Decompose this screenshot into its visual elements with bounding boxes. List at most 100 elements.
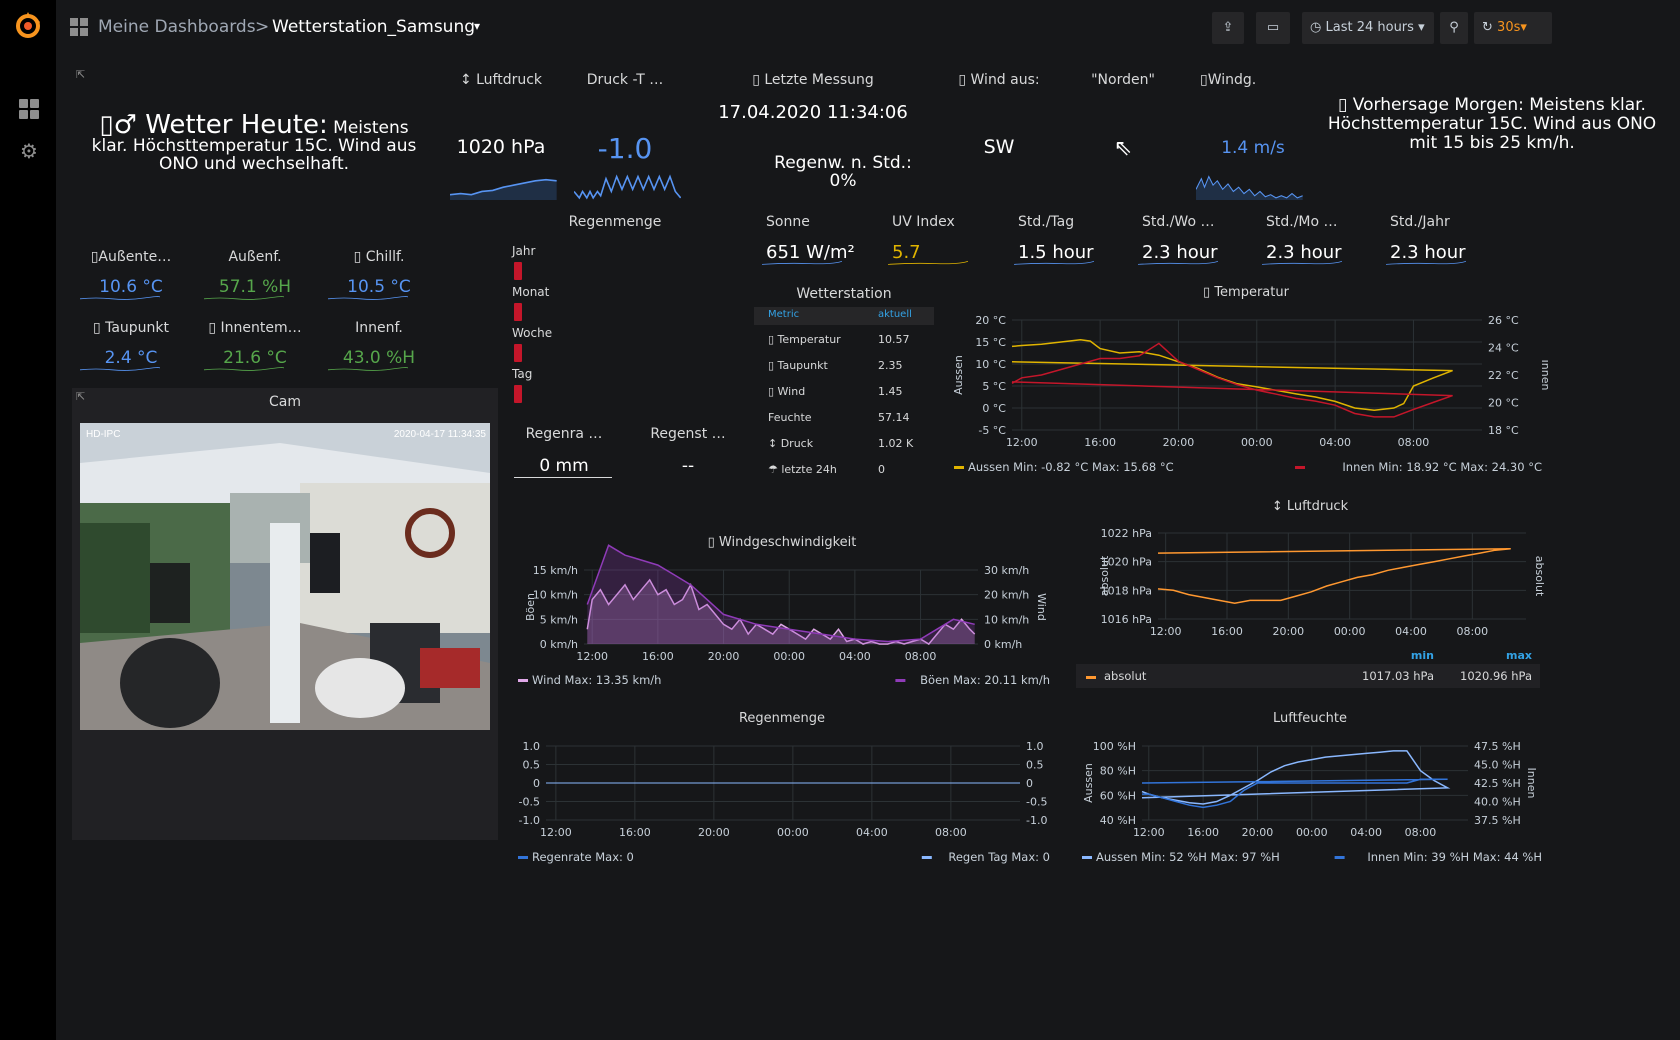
- legend-row: [1076, 664, 1540, 688]
- dashboards-grid-icon[interactable]: [18, 98, 40, 120]
- legend-header-min[interactable]: min: [1411, 649, 1434, 662]
- y-tick-label: 1018 hPa: [1101, 584, 1152, 597]
- legend-label[interactable]: absolut: [1104, 669, 1147, 683]
- column-header-aktuell[interactable]: aktuell: [878, 309, 912, 320]
- x-tick-label: 00:00: [1334, 625, 1366, 638]
- sensor-stat-panel: Außenf. 57.1 %H: [196, 240, 314, 304]
- panel-title: ▯Windg.: [1200, 72, 1257, 88]
- y2-tick-label: 0: [1026, 777, 1033, 790]
- zoom-out-button[interactable]: ⚲: [1440, 12, 1468, 44]
- series-area: [587, 579, 975, 644]
- legend-item[interactable]: Aussen Min: 52 %H Max: 97 %H: [1082, 850, 1280, 864]
- sensor-stat-panel: ▯ Innentem… 21.6 °C: [196, 311, 314, 375]
- sensor-stat-value: 10.6 °C: [99, 277, 163, 297]
- y-tick-label: 60 %H: [1100, 789, 1136, 802]
- legend-swatch: [1086, 676, 1096, 679]
- time-picker-button[interactable]: ◷ Last 24 hours ▾: [1302, 12, 1434, 44]
- y2-tick-label: -1.0: [1026, 814, 1047, 827]
- table-cell-aktuell: 2.35: [878, 359, 903, 372]
- clock-icon: ◷: [1310, 20, 1322, 35]
- table-cell-aktuell: 1.02 K: [878, 437, 914, 450]
- x-tick-label: 20:00: [708, 650, 740, 663]
- panel-title: ▯ Letzte Messung: [752, 72, 874, 88]
- refresh-interval: 30s: [1497, 20, 1521, 35]
- legend-swatch: [921, 856, 932, 859]
- panel-title: Regenst …: [650, 426, 726, 442]
- panel-link-icon[interactable]: ⇱: [76, 68, 86, 81]
- sensor-sparkline: [204, 367, 284, 371]
- legend-item[interactable]: Regen Tag Max: 0: [921, 850, 1050, 864]
- legend-item[interactable]: Aussen Min: -0.82 °C Max: 15.68 °C: [954, 460, 1174, 474]
- tv-mode-button[interactable]: ▭: [1256, 12, 1290, 44]
- share-button[interactable]: ⇪: [1212, 12, 1244, 44]
- windg-stat-panel: ▯Windg. 1.4 m/s: [1188, 66, 1306, 206]
- legend-label: Wind Max: 13.35 km/h: [532, 673, 661, 687]
- x-tick-label: 16:00: [619, 826, 651, 839]
- table-row: ▯ Taupunkt 2.35: [754, 353, 934, 379]
- legend-item[interactable]: Böen Max: 20.11 km/h: [895, 673, 1050, 687]
- y2-tick-label: 0.5: [1026, 759, 1044, 772]
- breadcrumb-separator: >: [255, 17, 270, 37]
- rain-bar-label: Woche: [512, 326, 553, 340]
- table-cell-aktuell: 1.45: [878, 385, 903, 398]
- y-tick-label: 5 °C: [982, 380, 1006, 393]
- x-tick-label: 00:00: [1296, 826, 1328, 839]
- legend-item[interactable]: Innen Min: 39 %H Max: 44 %H: [1334, 850, 1542, 864]
- gear-icon[interactable]: ⚙: [20, 139, 38, 163]
- refresh-button[interactable]: ↻ 30s▾: [1474, 12, 1552, 44]
- x-tick-label: 12:00: [540, 826, 572, 839]
- legend-min-value: 1017.03 hPa: [1362, 669, 1434, 683]
- x-tick-label: 04:00: [856, 826, 888, 839]
- top-navbar: Meine Dashboards > Wetterstation_Samsung…: [56, 0, 1680, 56]
- y-tick-label: 80 %H: [1100, 765, 1136, 778]
- x-tick-label: 08:00: [905, 650, 937, 663]
- norden-panel: "Norden" ⇖: [1064, 66, 1182, 206]
- x-tick-label: 04:00: [839, 650, 871, 663]
- breadcrumb-parent[interactable]: Meine Dashboards: [98, 17, 256, 37]
- y2-axis-label: Innen: [1539, 360, 1548, 391]
- column-header-metric[interactable]: Metric: [768, 309, 800, 320]
- luftdruck-stat-panel: ↕ Luftdruck 1020 hPa: [442, 66, 560, 206]
- solar-stat-value: 2.3 hour: [1142, 242, 1218, 263]
- solar-sparkline: [762, 260, 842, 265]
- regenmenge-bargauge-panel: Regenmenge Jahr Monat Woche Tag: [508, 208, 722, 408]
- dashboard-title[interactable]: Wetterstation_Samsung: [272, 17, 476, 37]
- wetter-heute-text: Meistens klar. Höchsttemperatur 15C. Win…: [91, 118, 417, 174]
- tv-mode-icon: ▭: [1266, 20, 1280, 35]
- y-tick-label: 10 °C: [975, 358, 1006, 371]
- y-tick-label: 100 %H: [1093, 740, 1136, 753]
- sensor-sparkline: [328, 367, 408, 371]
- sidebar: ⚙: [0, 0, 56, 1040]
- chevron-down-icon[interactable]: ▾: [474, 19, 481, 33]
- chevron-down-icon: ▾: [1418, 20, 1425, 35]
- legend-max-value: 1020.96 hPa: [1460, 669, 1532, 683]
- panel-title: Regenra …: [525, 426, 603, 442]
- legend-header-max[interactable]: max: [1506, 649, 1532, 662]
- sensor-stat-panel: ▯Außente… 10.6 °C: [72, 240, 190, 304]
- chart-title: ▯ Windgeschwindigkeit: [708, 535, 857, 550]
- legend-item[interactable]: Wind Max: 13.35 km/h: [518, 673, 661, 687]
- y-tick-label: 1022 hPa: [1101, 527, 1152, 540]
- rain-bar: [514, 385, 522, 403]
- y-tick-label: 0: [533, 777, 540, 790]
- panel-title: Druck -T …: [586, 72, 664, 88]
- panel-link-icon[interactable]: ⇱: [76, 390, 86, 403]
- grafana-logo-icon[interactable]: [12, 10, 44, 42]
- legend-item[interactable]: Innen Min: 18.92 °C Max: 24.30 °C: [1295, 460, 1542, 474]
- rain-bar-label: Tag: [512, 367, 533, 381]
- legend-swatch: [1334, 856, 1345, 859]
- series-line: [586, 544, 975, 643]
- legend-item[interactable]: Regenrate Max: 0: [518, 850, 634, 864]
- sensor-stat-value: 43.0 %H: [342, 348, 416, 368]
- series-line: [1011, 342, 1453, 418]
- y-axis-label: absolut: [1098, 555, 1111, 596]
- y-axis-label: Aussen: [952, 355, 965, 395]
- x-tick-label: 04:00: [1395, 625, 1427, 638]
- luftdruck-value: 1020 hPa: [456, 136, 546, 158]
- y2-tick-label: 45.0 %H: [1474, 759, 1521, 772]
- x-tick-label: 20:00: [1163, 436, 1195, 449]
- legend-label: Böen Max: 20.11 km/h: [920, 673, 1050, 687]
- y2-axis-label: Innen: [1525, 768, 1538, 799]
- sensor-stat-title: ▯ Chillf.: [353, 249, 405, 265]
- x-tick-label: 16:00: [642, 650, 674, 663]
